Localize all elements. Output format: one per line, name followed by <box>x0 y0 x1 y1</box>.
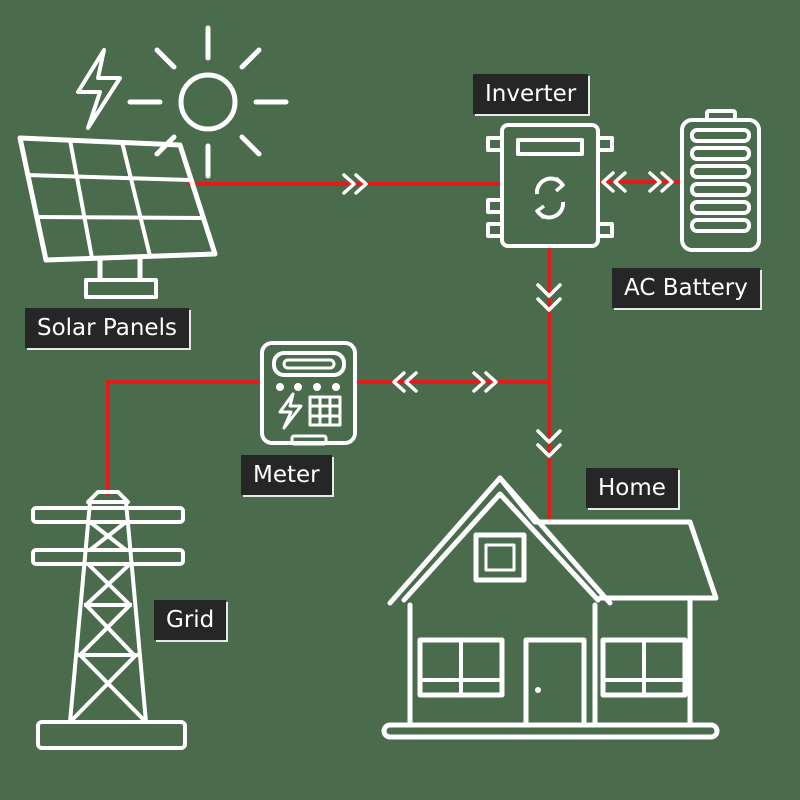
arrow-left-icon <box>613 171 627 193</box>
arrow-right-icon <box>660 171 674 193</box>
arrow-down-icon <box>536 429 562 444</box>
grid-label: Grid <box>154 600 227 640</box>
meter-label: Meter <box>241 455 332 495</box>
lightning-icon <box>76 48 122 130</box>
home-icon <box>381 475 720 740</box>
arrow-down-icon <box>536 283 562 298</box>
arrow-left-icon <box>404 371 418 393</box>
arrow-right-icon <box>648 171 662 193</box>
home-label: Home <box>586 468 678 508</box>
arrow-right-icon <box>484 371 498 393</box>
flow-arrows <box>342 171 674 458</box>
arrow-right-icon <box>342 173 356 195</box>
meter-icon <box>260 341 357 446</box>
arrow-left-icon <box>601 171 615 193</box>
sun-icon <box>127 25 289 179</box>
solar-panel-icon <box>17 135 218 299</box>
power-pylon-icon <box>31 490 187 750</box>
solar-panels-label: Solar Panels <box>25 308 189 348</box>
inverter-label: Inverter <box>473 74 589 114</box>
meter-to-grid-line <box>106 380 262 495</box>
arrow-down-icon <box>536 297 562 312</box>
connection-lines <box>106 180 682 520</box>
battery-icon <box>680 109 761 252</box>
ac-battery-label: AC Battery <box>612 268 760 308</box>
arrow-right-icon <box>472 371 486 393</box>
arrow-down-icon <box>536 443 562 458</box>
inverter-icon <box>486 123 614 248</box>
arrow-right-icon <box>354 173 368 195</box>
arrow-left-icon <box>392 371 406 393</box>
